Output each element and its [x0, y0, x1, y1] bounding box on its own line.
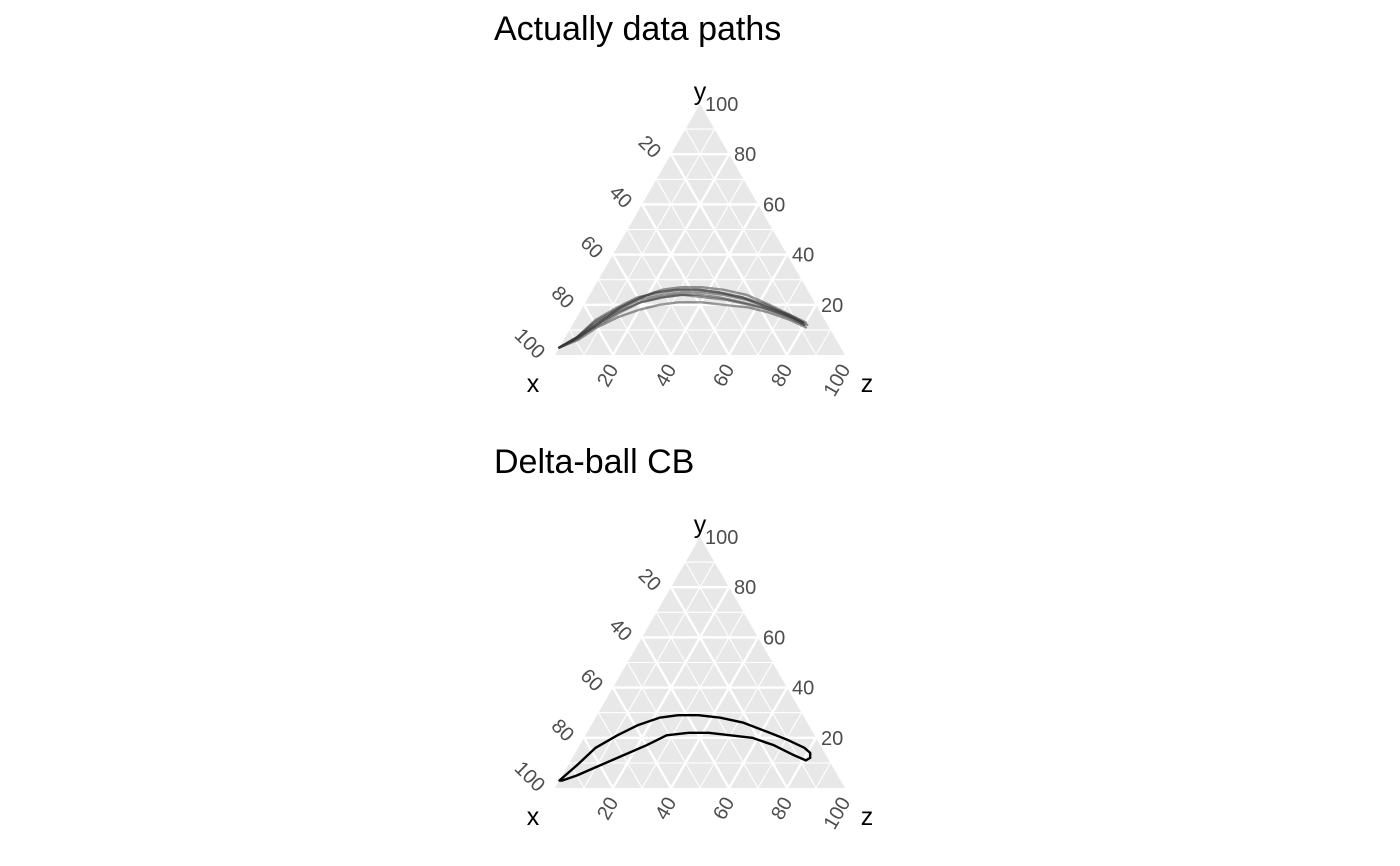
tick-label-x: 80	[547, 282, 578, 313]
gridline-z	[815, 329, 831, 356]
tick-label-z: 60	[709, 794, 739, 824]
gridline-x	[656, 612, 759, 789]
series-group	[558, 286, 809, 349]
gridline-x	[611, 253, 673, 356]
tick-label-y: 40	[792, 678, 814, 700]
ternary-panel-delta-ball: Delta-ball CB 20 20 20 40 40 40 60 60 60 80 80 80 10…	[494, 443, 873, 833]
series-group	[558, 714, 812, 782]
gridline-x	[656, 179, 759, 356]
tick-label-x: 40	[605, 182, 636, 213]
gridline-z	[785, 737, 818, 789]
plot-area	[555, 537, 845, 789]
tick-label-z: 20	[593, 794, 623, 824]
tick-label-x: 40	[605, 615, 636, 646]
chart-title: Actually data paths	[494, 10, 781, 48]
series-line-1	[558, 714, 812, 782]
gridline-z	[727, 686, 789, 789]
tick-label-z: 100	[820, 794, 856, 834]
series-line-7	[558, 288, 809, 349]
tick-label-z: 80	[767, 361, 797, 391]
ternary-panel-paths: Actually data paths 20 20 20 40 40 40 60 60 60 80…	[494, 10, 873, 400]
gridline-z	[815, 762, 831, 789]
gridline-x	[685, 561, 817, 789]
tick-label-x: 20	[634, 131, 665, 162]
gridline-z	[641, 612, 744, 789]
tick-label-z: 60	[709, 361, 739, 391]
tick-label-y: 80	[734, 144, 756, 166]
tick-label-x: 80	[547, 715, 578, 746]
tick-label-x: 100	[510, 757, 549, 796]
series-line-3	[558, 291, 806, 349]
gridline-z	[785, 304, 818, 356]
gridline-x	[627, 662, 701, 789]
axis-label-top: y	[694, 511, 707, 539]
chart-title: Delta-ball CB	[494, 443, 694, 481]
series-line-6	[558, 293, 805, 349]
tick-label-y: 100	[705, 527, 738, 549]
series-line-4	[558, 301, 808, 349]
tick-label-z: 40	[651, 794, 681, 824]
tick-label-z: 40	[651, 361, 681, 391]
tick-label-x: 100	[510, 324, 549, 363]
tick-label-y: 20	[821, 728, 843, 750]
tick-label-y: 20	[821, 295, 843, 317]
tick-label-x: 20	[634, 564, 665, 595]
tick-label-z: 100	[820, 361, 856, 401]
tick-label-y: 40	[792, 245, 814, 267]
tick-label-x: 60	[576, 232, 607, 263]
gridline-z	[699, 662, 773, 789]
gridline-x	[582, 304, 615, 356]
gridline-x	[582, 737, 615, 789]
gridline-z	[641, 179, 744, 356]
tick-label-y: 60	[763, 194, 785, 216]
tick-label-z: 80	[767, 794, 797, 824]
gridline-z	[757, 712, 802, 789]
axis-label-left: x	[527, 370, 540, 398]
gridline-x	[569, 329, 585, 356]
series-line-5	[558, 286, 808, 349]
axis-label-top: y	[694, 78, 707, 106]
axis-label-left: x	[527, 803, 540, 831]
tick-label-y: 80	[734, 577, 756, 599]
axis-label-right: z	[861, 803, 874, 831]
gridline-x	[598, 712, 643, 789]
tick-label-z: 20	[593, 361, 623, 391]
axis-label-right: z	[861, 370, 874, 398]
gridline-x	[611, 686, 673, 789]
tick-label-x: 60	[576, 665, 607, 696]
tick-label-y: 60	[763, 627, 785, 649]
gridline-z	[583, 561, 715, 789]
tick-label-y: 100	[705, 94, 738, 116]
